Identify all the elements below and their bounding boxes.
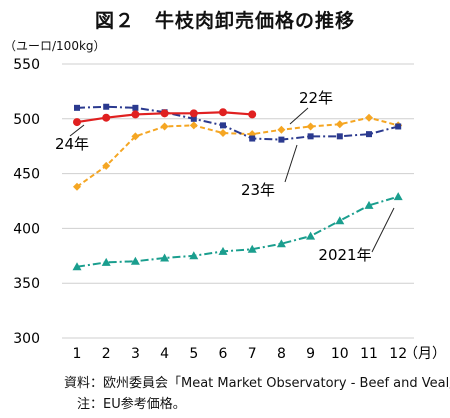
series-label: 22年 xyxy=(299,89,333,107)
x-tick-label: 4 xyxy=(160,346,169,362)
data-point xyxy=(278,136,285,143)
series-label: 23年 xyxy=(241,181,275,199)
series-label: 2021年 xyxy=(318,246,371,264)
x-tick-label: 10 xyxy=(331,346,349,362)
series-y2021 xyxy=(72,192,403,271)
x-tick-label: 11 xyxy=(360,346,378,362)
data-point xyxy=(101,257,111,266)
series-y2024 xyxy=(73,108,257,127)
y-tick-label: 350 xyxy=(13,276,40,292)
data-point xyxy=(247,244,257,253)
data-point xyxy=(189,251,199,260)
data-point xyxy=(132,104,139,111)
y-axis-unit: （ユーロ/100kg） xyxy=(4,39,106,53)
series-line xyxy=(76,116,399,188)
series-y2023 xyxy=(74,103,402,143)
data-point xyxy=(131,132,140,141)
data-point xyxy=(366,131,372,138)
data-point xyxy=(335,120,344,129)
data-point xyxy=(103,103,110,110)
series-labels: 23年 22年 24年 2021年 xyxy=(55,89,395,264)
series-y2022 xyxy=(73,113,403,191)
data-point xyxy=(336,133,343,140)
data-point xyxy=(102,161,111,170)
x-tick-label: 6 xyxy=(219,346,228,362)
x-tick-label: 9 xyxy=(306,346,315,362)
data-point xyxy=(220,122,226,129)
x-tick-label: 12 xyxy=(389,346,407,362)
series-line xyxy=(76,105,399,141)
series-lines xyxy=(72,103,403,271)
data-point xyxy=(219,108,227,117)
data-point xyxy=(160,122,169,131)
x-tick-label: 8 xyxy=(277,346,286,362)
y-tick-label: 300 xyxy=(13,331,40,347)
data-point xyxy=(219,129,227,138)
x-tick-label: 7 xyxy=(248,346,257,362)
y-tick-label: 400 xyxy=(13,221,40,237)
series-label: 24年 xyxy=(55,135,89,153)
data-point xyxy=(277,125,286,134)
data-point xyxy=(131,110,140,119)
x-axis-unit: （月） xyxy=(404,346,446,362)
leader-line xyxy=(284,144,298,183)
chart-title: 図２ 牛枝肉卸売価格の推移 xyxy=(94,10,355,32)
y-axis-ticks: 300 350 400 450 500 550 xyxy=(13,57,40,347)
leader-line xyxy=(289,107,309,125)
leader-line xyxy=(371,207,395,253)
footnote: 注：EU参考価格。 xyxy=(64,397,186,412)
y-tick-label: 500 xyxy=(13,112,40,128)
data-point xyxy=(248,110,257,119)
data-point xyxy=(74,104,80,111)
data-point xyxy=(130,256,140,265)
data-point xyxy=(160,253,170,262)
data-point xyxy=(365,113,373,122)
data-point xyxy=(306,231,316,240)
source-note: 資料：欧州委員会「Meat Market Observatory - Beef … xyxy=(64,376,450,391)
data-point xyxy=(73,182,81,191)
series-line xyxy=(76,195,399,268)
data-point xyxy=(249,135,256,142)
x-tick-label: 2 xyxy=(102,346,111,362)
data-point xyxy=(189,109,198,118)
data-point xyxy=(306,122,315,131)
gridlines xyxy=(62,63,414,339)
data-point xyxy=(72,262,82,271)
data-point xyxy=(218,246,228,255)
x-tick-label: 5 xyxy=(189,346,198,362)
leader-line xyxy=(69,124,85,137)
x-axis-ticks: 1 2 3 4 5 6 7 8 9 10 11 12 xyxy=(73,346,408,362)
data-point xyxy=(102,113,111,122)
data-point xyxy=(73,118,81,127)
data-point xyxy=(189,121,198,130)
data-point xyxy=(190,115,197,122)
x-tick-label: 1 xyxy=(73,346,82,362)
data-point xyxy=(160,109,169,118)
data-point xyxy=(395,123,402,130)
data-point xyxy=(276,239,286,248)
data-point xyxy=(393,192,403,201)
y-tick-label: 450 xyxy=(13,167,40,183)
data-point xyxy=(335,216,345,225)
x-tick-label: 3 xyxy=(131,346,140,362)
data-point xyxy=(364,200,374,209)
data-point xyxy=(307,133,314,140)
y-tick-label: 550 xyxy=(13,57,40,73)
